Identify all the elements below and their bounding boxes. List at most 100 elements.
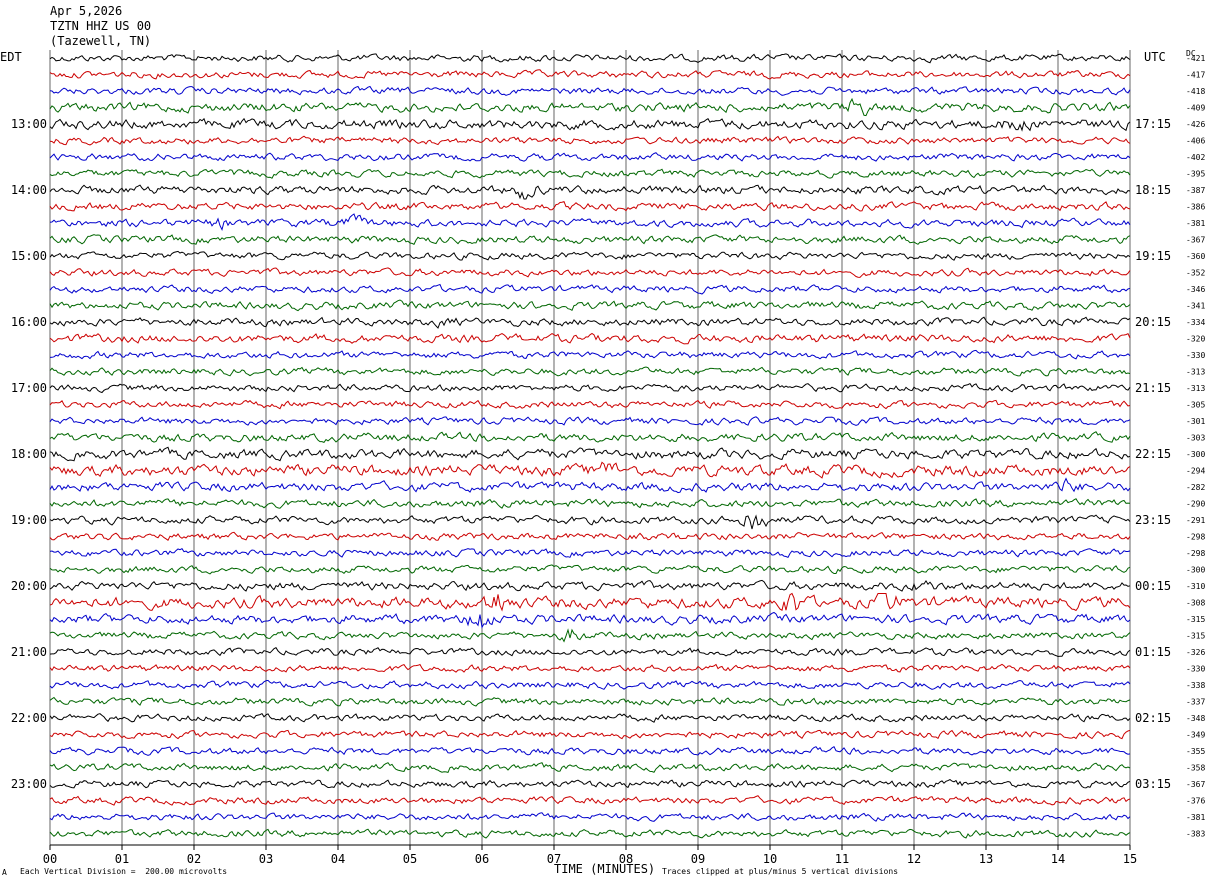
dc-offset-label: -300 [1186, 450, 1205, 459]
trace-line [49, 477, 1131, 494]
trace-line [49, 168, 1131, 179]
trace-line [49, 611, 1131, 629]
dc-offset-label: -298 [1186, 549, 1205, 558]
trace-line [49, 382, 1131, 394]
corner-mark: A [2, 868, 7, 877]
trace-line [49, 696, 1131, 707]
trace-line [49, 762, 1131, 773]
trace-line [49, 200, 1131, 212]
dc-offset-label: -426 [1186, 120, 1205, 129]
trace-line [49, 85, 1131, 96]
dc-offset-label: -308 [1186, 599, 1205, 608]
x-tick-label: 02 [187, 852, 201, 866]
scale-note: Each Vertical Division = 200.00 microvol… [20, 867, 228, 876]
dc-offset-label: -326 [1186, 648, 1205, 657]
dc-offset-label: -291 [1186, 516, 1205, 525]
trace-line [49, 152, 1131, 162]
trace-line [49, 366, 1131, 377]
dc-offset-label: -310 [1186, 582, 1205, 591]
dc-offset-label: -338 [1186, 681, 1205, 690]
dc-offset-label: -381 [1186, 813, 1205, 822]
right-timezone-label: UTC [1144, 50, 1166, 64]
trace-line [49, 250, 1131, 261]
date-label: Apr 5,2026 [50, 4, 123, 18]
left-hour-label: 21:00 [11, 645, 47, 659]
left-timezone-label: EDT [0, 50, 22, 64]
dc-offset-label: -300 [1186, 566, 1205, 575]
dc-offset-label: -301 [1186, 417, 1205, 426]
dc-offset-label: -409 [1186, 104, 1205, 113]
right-hour-label: 18:15 [1135, 183, 1171, 197]
minute-grid [49, 50, 1131, 850]
trace-line [49, 548, 1131, 559]
axis-labels: 00 01 02 03 04 05 06 07 08 09 10 11 12 13 14 15 -421 -417… [11, 54, 1206, 866]
dc-offset-label: -352 [1186, 269, 1205, 278]
dc-offset-label: -349 [1186, 731, 1205, 740]
x-tick-label: 04 [331, 852, 345, 866]
trace-line [49, 812, 1131, 822]
dc-offset-label: -383 [1186, 830, 1205, 839]
left-hour-label: 15:00 [11, 249, 47, 263]
dc-offset-label: -330 [1186, 665, 1205, 674]
trace-line [49, 745, 1131, 756]
right-hour-label: 23:15 [1135, 513, 1171, 527]
x-tick-label: 12 [907, 852, 921, 866]
trace-line [49, 564, 1131, 575]
dc-offset-label: -337 [1186, 698, 1205, 707]
trace-line [49, 498, 1131, 509]
right-hour-label: 17:15 [1135, 117, 1171, 131]
dc-offset-label: -348 [1186, 714, 1205, 723]
trace-line [49, 234, 1131, 245]
trace-line [49, 267, 1131, 278]
left-hour-label: 14:00 [11, 183, 47, 197]
right-hour-label: 01:15 [1135, 645, 1171, 659]
dc-offset-label: -315 [1186, 632, 1205, 641]
trace-line [49, 579, 1131, 592]
trace-line [49, 184, 1131, 200]
x-tick-label: 07 [547, 852, 561, 866]
left-hour-label: 17:00 [11, 381, 47, 395]
right-hour-label: 03:15 [1135, 777, 1171, 791]
x-tick-label: 00 [43, 852, 57, 866]
x-tick-label: 10 [763, 852, 777, 866]
dc-offset-label: -376 [1186, 797, 1205, 806]
trace-line [49, 647, 1131, 658]
trace-line [49, 628, 1131, 643]
trace-line [49, 416, 1131, 426]
dc-offset-label: -358 [1186, 764, 1205, 773]
trace-line [49, 729, 1131, 740]
trace-line [49, 531, 1131, 541]
left-hour-label: 13:00 [11, 117, 47, 131]
seismic-traces [49, 53, 1131, 839]
trace-line [49, 779, 1131, 789]
trace-line [49, 399, 1131, 410]
trace-line [49, 283, 1131, 295]
x-tick-label: 06 [475, 852, 489, 866]
trace-line [49, 461, 1131, 479]
right-hour-label: 19:15 [1135, 249, 1171, 263]
dc-offset-label: -355 [1186, 747, 1205, 756]
dc-label: DC [1186, 49, 1196, 58]
trace-line [49, 592, 1131, 612]
x-tick-label: 11 [835, 852, 849, 866]
trace-line [49, 332, 1131, 345]
trace-line [49, 663, 1131, 673]
dc-offset-label: -305 [1186, 401, 1205, 410]
x-tick-label: 01 [115, 852, 129, 866]
dc-offset-label: -346 [1186, 285, 1205, 294]
x-tick-label: 09 [691, 852, 705, 866]
trace-line [49, 431, 1131, 444]
right-hour-label: 02:15 [1135, 711, 1171, 725]
left-hour-label: 19:00 [11, 513, 47, 527]
clip-note: Traces clipped at plus/minus 5 vertical … [662, 867, 899, 876]
dc-offset-label: -294 [1186, 467, 1205, 476]
trace-line [49, 795, 1131, 806]
trace-line [49, 299, 1131, 312]
station-label: TZTN HHZ US 00 [50, 19, 152, 33]
dc-offset-label: -367 [1186, 780, 1205, 789]
left-hour-label: 23:00 [11, 777, 47, 791]
left-hour-label: 16:00 [11, 315, 47, 329]
trace-line [49, 446, 1131, 462]
trace-line [49, 349, 1131, 360]
trace-line [49, 97, 1131, 117]
